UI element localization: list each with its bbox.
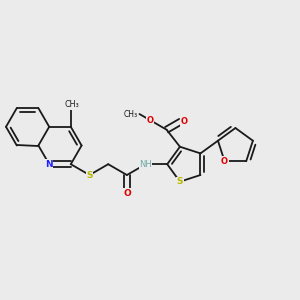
Text: O: O <box>147 116 154 125</box>
Text: S: S <box>86 170 93 179</box>
Text: S: S <box>177 177 183 186</box>
Text: O: O <box>180 117 187 126</box>
Text: O: O <box>221 157 228 166</box>
Text: N: N <box>45 160 53 169</box>
Text: CH₃: CH₃ <box>65 100 80 109</box>
Text: CH₃: CH₃ <box>124 110 138 118</box>
Text: O: O <box>123 189 131 198</box>
Text: NH: NH <box>139 160 152 169</box>
